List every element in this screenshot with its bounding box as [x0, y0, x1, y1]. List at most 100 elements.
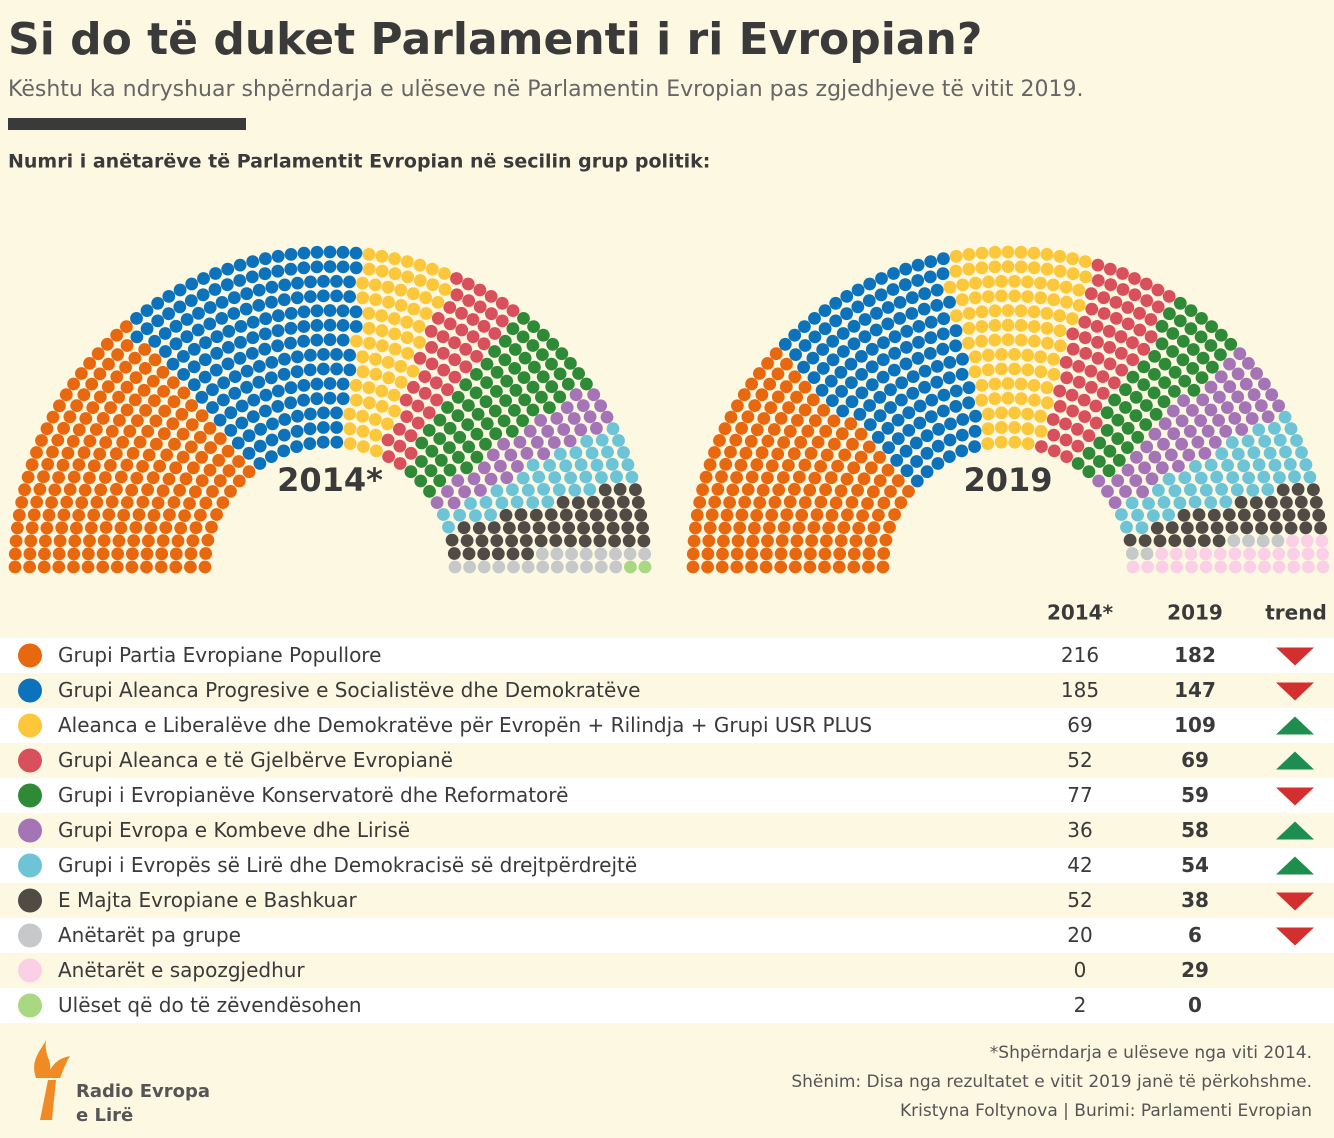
seat	[1103, 357, 1117, 371]
party-seats	[430, 388, 614, 510]
seat	[473, 300, 487, 314]
seat	[460, 534, 474, 547]
seat	[1001, 304, 1015, 317]
seat	[488, 327, 502, 340]
seat	[1078, 410, 1092, 423]
seat	[185, 277, 199, 291]
seat	[1078, 315, 1092, 329]
seat	[189, 485, 202, 499]
seat	[204, 441, 218, 454]
seat	[51, 433, 65, 447]
seat	[30, 446, 43, 459]
seat	[968, 424, 982, 438]
seat	[1166, 345, 1179, 358]
seat	[506, 322, 520, 336]
seat	[240, 380, 254, 394]
seat	[470, 427, 484, 441]
seat	[782, 459, 795, 472]
seat	[1175, 437, 1188, 451]
seat	[429, 376, 443, 390]
seat	[1123, 533, 1137, 547]
party-seats	[686, 347, 915, 574]
seat	[419, 307, 433, 320]
seat	[224, 406, 238, 420]
seat	[1059, 280, 1073, 294]
party-seats	[343, 248, 452, 458]
seat	[1126, 353, 1140, 367]
seat	[810, 508, 824, 522]
seat	[1297, 508, 1311, 522]
seat	[169, 319, 183, 333]
seat	[873, 390, 887, 404]
seat	[277, 444, 291, 458]
seat	[462, 547, 476, 561]
seat	[130, 312, 143, 325]
seat	[861, 497, 874, 510]
seat	[1272, 560, 1286, 574]
seat	[911, 351, 925, 365]
seat	[57, 421, 70, 435]
seat	[1252, 423, 1266, 437]
seat	[139, 404, 153, 417]
seat	[764, 401, 778, 414]
seat	[504, 448, 518, 462]
seat	[844, 357, 858, 371]
seat	[1162, 290, 1176, 303]
seat	[1147, 386, 1161, 400]
seat	[317, 362, 330, 376]
seat	[1046, 413, 1060, 426]
seat	[798, 496, 812, 509]
seat	[438, 283, 452, 296]
seat	[1008, 421, 1021, 434]
seat	[994, 435, 1008, 449]
seat	[451, 409, 465, 423]
seat	[1173, 314, 1187, 328]
seat	[571, 496, 585, 510]
trend-arrow	[1276, 821, 1314, 840]
seat	[381, 280, 395, 294]
seat	[1280, 496, 1293, 509]
seat	[1224, 337, 1238, 351]
seat	[11, 521, 24, 535]
seat	[192, 306, 205, 320]
seat	[587, 388, 601, 402]
seat	[1121, 317, 1135, 331]
seat	[579, 470, 593, 484]
seat	[159, 521, 173, 534]
seat	[1210, 521, 1224, 535]
seat	[776, 471, 790, 484]
seat	[1168, 534, 1182, 547]
seat	[737, 388, 751, 402]
seat	[1192, 508, 1206, 522]
seat	[1041, 396, 1054, 410]
seat	[634, 508, 648, 522]
seat	[491, 547, 505, 561]
seat	[303, 437, 317, 450]
seat	[910, 455, 923, 468]
seat	[918, 364, 932, 378]
seat	[552, 483, 566, 497]
seat	[932, 422, 945, 436]
seat	[893, 296, 907, 309]
seat	[441, 383, 454, 397]
seat	[905, 291, 919, 305]
seat	[761, 357, 774, 370]
seat	[519, 534, 533, 547]
seat	[278, 278, 292, 292]
seat	[494, 459, 507, 473]
seat	[502, 521, 516, 535]
seat	[526, 339, 540, 352]
seat	[151, 296, 165, 310]
seat	[123, 424, 137, 438]
seat	[1157, 437, 1170, 451]
seat	[376, 339, 389, 353]
seat	[102, 357, 115, 371]
seat	[906, 386, 920, 400]
seat	[536, 328, 550, 342]
seat	[83, 534, 96, 548]
seat	[400, 410, 414, 423]
seat	[94, 483, 108, 497]
seat	[129, 371, 143, 384]
seat	[233, 351, 247, 365]
seat	[1227, 534, 1241, 547]
